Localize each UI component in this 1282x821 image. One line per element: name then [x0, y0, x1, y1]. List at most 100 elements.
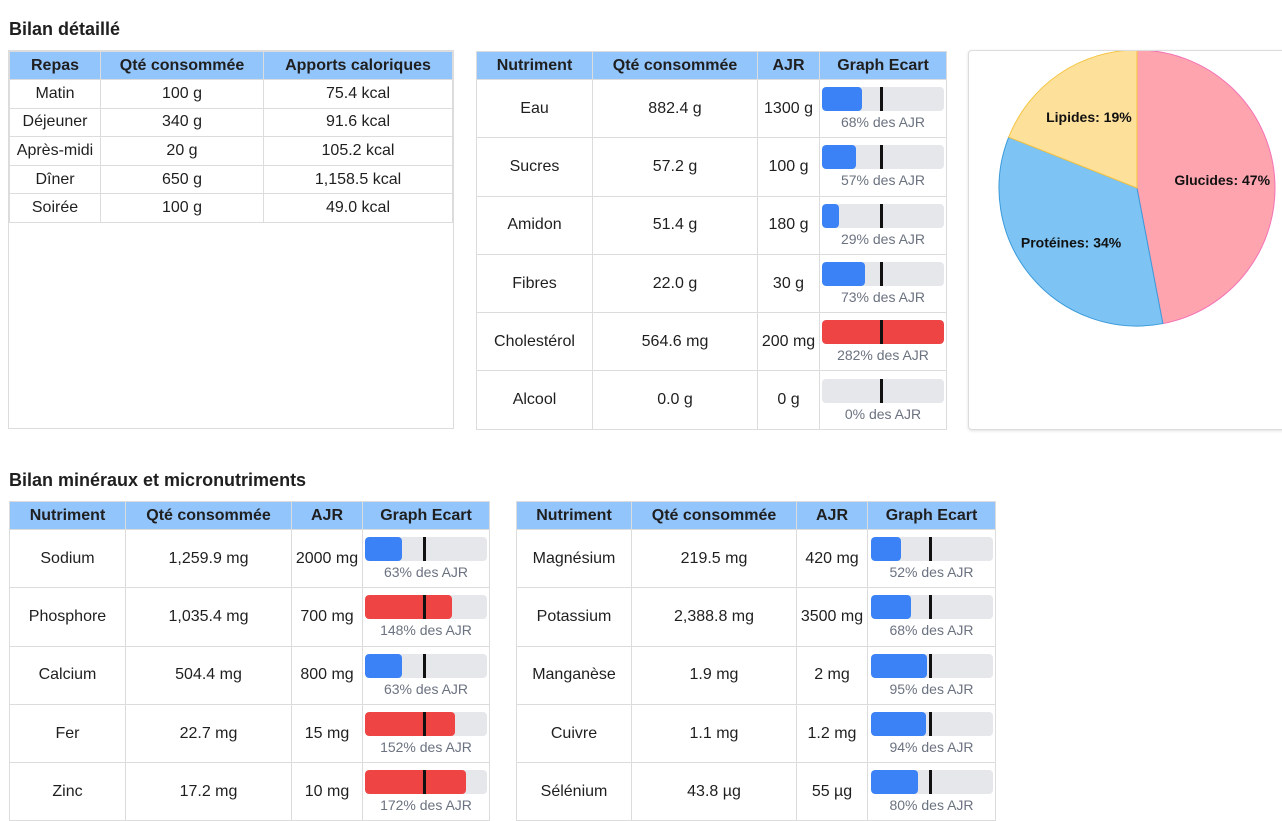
gauge-fill	[365, 653, 403, 678]
meal-qty: 20 g	[100, 136, 264, 166]
gauge-fill	[822, 320, 944, 345]
table-row: Magnésium 219.5 mg 420 mg 52% des AJR	[516, 528, 996, 589]
minerals-left-header-name: Nutriment	[9, 501, 126, 530]
gauge-cell: 152% des AJR	[362, 703, 490, 764]
table-row: Fibres 22.0 g 30 g 73% des AJR	[476, 253, 947, 314]
gauge-track	[870, 712, 993, 737]
nutrient-ajr: 2000 mg	[291, 528, 363, 589]
table-row: Sucres 57.2 g 100 g 57% des AJR	[476, 137, 947, 197]
gauge-target-marker	[423, 770, 426, 795]
meal-name: Dîner	[9, 164, 101, 195]
gauge-fill	[365, 712, 455, 737]
table-row: Dîner 650 g 1,158.5 kcal	[9, 164, 453, 195]
gauge-track	[822, 320, 944, 345]
gauge-fill	[822, 203, 840, 228]
nutrient-qty: 57.2 g	[592, 137, 758, 197]
gauge-track	[822, 145, 944, 170]
meals-table: Repas Qté consommée Apports caloriques M…	[9, 51, 453, 223]
nutrient-name: Cuivre	[516, 703, 632, 764]
nutrient-name: Manganèse	[516, 645, 632, 705]
gauge-track	[365, 595, 487, 620]
gauge-track	[822, 87, 944, 112]
table-row: Zinc 17.2 mg 10 mg 172% des AJR	[9, 762, 490, 821]
nutrient-ajr: 10 mg	[291, 762, 363, 821]
nutrient-name: Fer	[9, 703, 126, 764]
nutrient-ajr: 30 g	[757, 253, 820, 314]
pie-slice-protéines	[998, 136, 1164, 327]
pie-label-protéines: Protéines: 34%	[1021, 235, 1122, 251]
table-row: Sélénium 43.8 µg 55 µg 80% des AJR	[516, 762, 996, 821]
nutrient-ajr: 2 mg	[796, 645, 868, 705]
gauge-target-marker	[928, 770, 932, 795]
macros-pie-panel: Glucides: 47% Protéines: 34% Lipides: 19%	[968, 50, 1282, 430]
nutrient-qty: 1.9 mg	[631, 645, 797, 705]
nutrient-name: Fibres	[476, 253, 593, 314]
table-row: Eau 882.4 g 1300 g 68% des AJR	[476, 78, 947, 139]
nutrient-qty: 43.8 µg	[631, 762, 797, 821]
table-row: Fer 22.7 mg 15 mg 152% des AJR	[9, 703, 490, 764]
table-row: Après-midi 20 g 105.2 kcal	[9, 136, 453, 166]
gauge-percent-label: 80% des AJR	[889, 797, 974, 814]
gauge-track	[870, 653, 993, 678]
gauge-cell: 63% des AJR	[362, 528, 490, 589]
minerals-table-left: Nutriment Qté consommée AJR Graph Ecart …	[9, 501, 490, 821]
nutrients-header-name: Nutriment	[476, 51, 593, 80]
gauge-cell: 80% des AJR	[867, 762, 996, 821]
minerals-right-header-qty: Qté consommée	[631, 501, 797, 530]
gauge-fill	[365, 595, 453, 620]
nutrient-ajr: 3500 mg	[796, 587, 868, 647]
minerals-right-header-graph: Graph Ecart	[867, 501, 996, 530]
gauge-target-marker	[423, 653, 426, 678]
gauge-target-marker	[880, 87, 883, 112]
gauge-cell: 172% des AJR	[362, 762, 490, 821]
gauge-fill	[870, 595, 911, 620]
gauge-fill	[822, 262, 866, 287]
gauge-percent-label: 68% des AJR	[889, 622, 974, 639]
minerals-right-header-ajr: AJR	[796, 501, 868, 530]
gauge-fill	[870, 712, 926, 737]
nutrients-header-graph: Graph Ecart	[819, 51, 947, 80]
gauge-track	[870, 595, 993, 620]
nutrient-name: Sélénium	[516, 762, 632, 821]
nutrient-ajr: 55 µg	[796, 762, 868, 821]
gauge-percent-label: 29% des AJR	[840, 230, 926, 247]
meal-qty: 100 g	[100, 79, 264, 109]
gauge-target-marker	[880, 320, 883, 345]
gauge-percent-label: 148% des AJR	[380, 622, 472, 639]
meal-name: Matin	[9, 79, 101, 109]
pie-slice-lipides	[1008, 51, 1138, 189]
gauge-target-marker	[880, 378, 883, 403]
gauge-track	[365, 712, 487, 737]
meal-name: Après-midi	[9, 136, 101, 166]
gauge-target-marker	[880, 145, 883, 170]
meal-calories: 49.0 kcal	[263, 193, 453, 223]
nutrient-ajr: 15 mg	[291, 703, 363, 764]
table-row: Cholestérol 564.6 mg 200 mg 282% des AJR	[476, 312, 947, 372]
table-row: Cuivre 1.1 mg 1.2 mg 94% des AJR	[516, 703, 996, 764]
gauge-fill	[365, 537, 403, 562]
gauge-fill	[365, 770, 467, 795]
table-row: Manganèse 1.9 mg 2 mg 95% des AJR	[516, 645, 996, 705]
meal-qty: 100 g	[100, 193, 264, 223]
gauge-track	[822, 262, 944, 287]
gauge-percent-label: 73% des AJR	[840, 289, 926, 306]
gauge-target-marker	[423, 537, 426, 562]
gauge-target-marker	[423, 712, 426, 737]
gauge-percent-label: 0% des AJR	[844, 405, 922, 422]
gauge-target-marker	[880, 203, 883, 228]
nutrient-qty: 0.0 g	[592, 370, 758, 430]
nutrient-ajr: 200 mg	[757, 312, 820, 372]
nutrient-qty: 504.4 mg	[125, 645, 292, 705]
nutrient-qty: 1,035.4 mg	[125, 587, 292, 647]
nutrient-name: Eau	[476, 78, 593, 139]
nutrient-qty: 2,388.8 mg	[631, 587, 797, 647]
gauge-percent-label: 63% des AJR	[383, 680, 469, 697]
nutrient-ajr: 420 mg	[796, 528, 868, 589]
nutrient-qty: 22.0 g	[592, 253, 758, 314]
table-row: Calcium 504.4 mg 800 mg 63% des AJR	[9, 645, 490, 705]
gauge-track	[822, 378, 944, 403]
meals-header-calories: Apports caloriques	[263, 51, 453, 80]
nutrient-qty: 1.1 mg	[631, 703, 797, 764]
gauge-cell: 57% des AJR	[819, 137, 947, 197]
nutrient-ajr: 800 mg	[291, 645, 363, 705]
